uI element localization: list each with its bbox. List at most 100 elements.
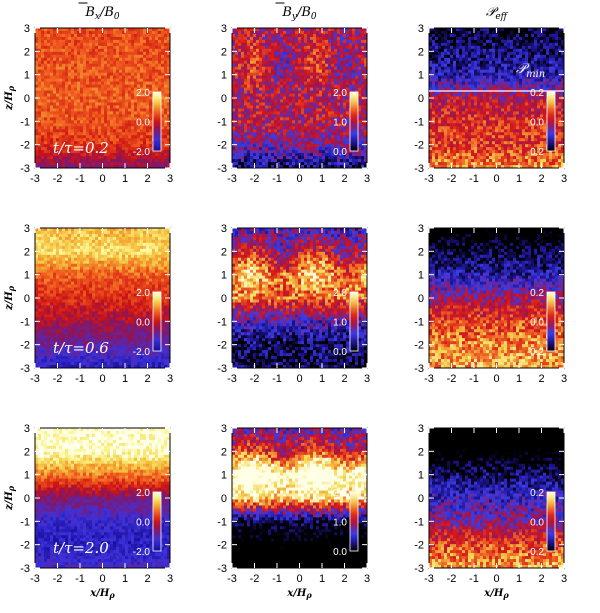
heatmap-cell: [346, 129, 350, 133]
heatmap-cell: [471, 51, 475, 56]
heatmap-cell: [265, 60, 269, 65]
heatmap-cell: [331, 93, 335, 98]
heatmap-cell: [265, 126, 269, 130]
heatmap-cell: [480, 42, 484, 47]
heatmap-cell: [256, 132, 260, 136]
heatmap-cell: [41, 117, 45, 121]
heatmap-cell: [143, 147, 147, 151]
heatmap-cell: [241, 84, 245, 89]
heatmap-cell: [316, 51, 320, 56]
heatmap-cell: [89, 114, 93, 118]
heatmap-cell: [235, 99, 239, 104]
heatmap-cell: [277, 144, 281, 148]
heatmap-cell: [358, 117, 362, 121]
heatmap-cell: [143, 63, 147, 68]
heatmap-cell: [301, 120, 305, 124]
heatmap-cell: [47, 150, 51, 154]
heatmap-cell: [244, 66, 248, 71]
heatmap-cell: [346, 78, 350, 83]
heatmap-cell: [259, 87, 263, 92]
heatmap-cell: [155, 39, 159, 44]
heatmap-cell: [343, 84, 347, 89]
heatmap-cell: [271, 45, 275, 50]
heatmap-cell: [352, 51, 356, 56]
heatmap-cell: [471, 36, 475, 41]
heatmap-cell: [537, 33, 541, 38]
heatmap-cell: [62, 165, 66, 168]
heatmap-cell: [301, 114, 305, 118]
heatmap-cell: [271, 39, 275, 44]
y-tick-label: -1: [20, 116, 30, 128]
heatmap-cell: [247, 84, 251, 89]
heatmap-cell: [304, 57, 308, 62]
heatmap-cell: [268, 129, 272, 133]
heatmap-cell: [116, 153, 120, 157]
heatmap-cell: [241, 144, 245, 148]
heatmap-cell: [47, 42, 51, 47]
heatmap-cell: [513, 36, 517, 41]
heatmap-cell: [358, 51, 362, 56]
heatmap-cell: [328, 66, 332, 71]
heatmap-cell: [304, 159, 308, 163]
heatmap-cell: [343, 156, 347, 160]
heatmap-cell: [143, 48, 147, 53]
heatmap-cell: [65, 39, 69, 44]
heatmap-cell: [244, 150, 248, 154]
heatmap-cell: [238, 132, 242, 136]
heatmap-cell: [107, 81, 111, 86]
heatmap-cell: [62, 150, 66, 154]
heatmap-cell: [152, 39, 156, 44]
heatmap-cell: [131, 36, 135, 41]
heatmap-cell: [444, 39, 448, 44]
heatmap-cell: [283, 132, 287, 136]
heatmap-cell: [543, 36, 547, 41]
heatmap-cell: [477, 51, 481, 56]
heatmap-cell: [131, 99, 135, 104]
heatmap-cell: [277, 36, 281, 41]
heatmap-cell: [283, 105, 287, 110]
heatmap-cell: [104, 162, 108, 166]
heatmap-cell: [250, 60, 254, 65]
heatmap-cell: [522, 39, 526, 44]
heatmap-cell: [301, 105, 305, 110]
heatmap-cell: [322, 108, 326, 113]
heatmap-cell: [77, 87, 81, 92]
heatmap-cell: [289, 45, 293, 50]
heatmap-cell: [38, 159, 42, 163]
heatmap-cell: [250, 153, 254, 157]
heatmap-cell: [65, 117, 69, 121]
heatmap-cell: [292, 36, 296, 41]
heatmap-cell: [561, 51, 564, 56]
heatmap-cell: [298, 129, 302, 133]
heatmap-cell: [158, 165, 162, 168]
heatmap-cell: [558, 36, 562, 41]
heatmap-cell: [253, 93, 257, 98]
heatmap-cell: [337, 111, 341, 115]
heatmap-cell: [510, 57, 514, 62]
heatmap-cell: [167, 33, 170, 38]
heatmap-cell: [435, 42, 439, 47]
heatmap-cell: [259, 45, 263, 50]
heatmap-cell: [265, 33, 269, 38]
heatmap-cell: [322, 63, 326, 68]
heatmap-cell: [71, 108, 75, 113]
heatmap-cell: [283, 66, 287, 71]
heatmap-cell: [325, 102, 329, 107]
heatmap-cell: [137, 30, 141, 35]
heatmap-cell: [364, 63, 367, 68]
heatmap-cell: [86, 147, 90, 151]
heatmap-cell: [247, 51, 251, 56]
heatmap-cell: [268, 159, 272, 163]
heatmap-cell: [146, 135, 150, 139]
heatmap-cell: [241, 63, 245, 68]
heatmap-cell: [68, 69, 72, 74]
heatmap-cell: [310, 33, 314, 38]
heatmap-cell: [262, 63, 266, 68]
heatmap-cell: [483, 36, 487, 41]
heatmap-cell: [35, 99, 39, 104]
heatmap-cell: [349, 150, 353, 154]
heatmap-cell: [355, 75, 359, 80]
heatmap-cell: [337, 60, 341, 65]
heatmap-cell: [259, 138, 263, 142]
heatmap-cell: [155, 45, 159, 50]
